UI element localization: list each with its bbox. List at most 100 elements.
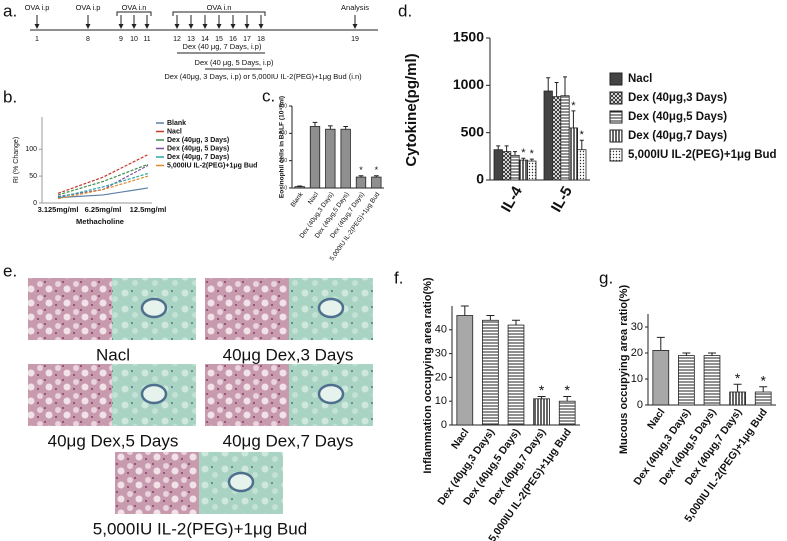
bar [568,127,579,181]
bar [510,154,520,181]
bar [294,186,305,189]
airway [227,471,255,493]
arrow-head [174,24,180,29]
error-bar [343,126,349,130]
legend-label: Dex (40μg,7 Days) [628,130,727,142]
x-tick-label: 3.125mg/ml [38,205,79,214]
x-tick-label: 6.25mg/ml [85,205,122,214]
micrograph-he [28,364,112,426]
bar [558,400,576,426]
bar [533,398,550,426]
legend-label: Dex (40μg, 5 Days) [167,145,229,152]
y-tick-label: 400 [279,131,288,137]
y-axis-label: Cytokine(pg/ml) [403,53,420,166]
day-label: 13 [187,36,195,43]
error-bar [486,315,495,321]
bar [560,95,570,181]
error-bar [733,383,742,392]
error-bar [358,175,364,178]
micrograph-caption: 5,000IU IL-2(PEG)+1μg Bud [93,519,307,538]
y-axis-label: Eosinophil cells in BALF (10⁴/ml) [279,96,286,198]
bar [309,126,321,189]
error-bar [571,110,576,128]
day-label: 17 [243,36,251,43]
y-tick-label: 40 [435,324,447,336]
legend-swatch [609,148,623,162]
bracket [172,11,266,16]
bar [325,128,336,189]
significance: * [375,165,379,175]
day-label: 1 [35,36,39,43]
y-tick-label: 30 [435,348,447,360]
bar [678,355,695,406]
micrograph-he [205,364,289,426]
bar [552,96,562,181]
treatment-label: Dex (40 μg, 7 Days, i.p) [183,42,262,51]
y-axis-label: RI (% Change) [13,137,20,183]
legend-label: Dex (40μg,5 Days) [628,111,727,123]
micrograph-caption: 40μg Dex,3 Days [223,345,354,364]
bar [507,324,525,426]
airway [317,383,345,405]
bracket [116,11,152,16]
legend-label: Dex (40μg, 7 Days) [167,154,229,161]
bar [482,319,499,426]
legend-swatch [609,72,623,86]
bar [543,90,553,181]
bar [371,176,382,189]
error-bar [708,352,716,356]
bar [754,391,772,406]
panel-label: a. [3,1,17,20]
bar [527,160,537,181]
series-line [57,187,149,199]
micrograph-he [115,452,199,514]
day-label: 11 [143,36,150,43]
bar [493,149,503,181]
event-label: OVA i.n [207,3,232,12]
micrograph-he [28,278,112,340]
series-line [57,172,149,199]
panel-label: g. [599,268,613,287]
bar [703,355,721,406]
significance: * [539,382,545,398]
panel-label: b. [3,87,17,106]
legend-swatch [609,110,623,124]
error-bar [496,145,501,150]
error-bar [512,319,520,326]
arrow-head [230,24,236,29]
day-label: 8 [86,36,90,43]
legend-label: Nacl [628,73,652,85]
y-tick-label: 50 [29,173,37,180]
significance: * [530,148,535,160]
legend-label: Dex (40μg,3 Days) [628,92,727,104]
error-bar [513,151,517,156]
series-line [57,163,149,196]
y-tick-label: 10 [435,395,447,407]
legend-label: Nacl [167,128,182,135]
arrow-head [131,24,137,29]
y-tick-label: 20 [631,347,643,359]
day-label: 15 [215,36,223,43]
x-tick-label: 12.5mg/ml [130,205,167,214]
event-label: OVA i.n [122,3,147,12]
y-tick-label: 100 [25,146,37,153]
legend-swatch [609,91,623,105]
bar [577,149,587,181]
y-axis-label: Inflammation occupying area ratio(%) [422,277,434,474]
bar [355,176,367,189]
significance: * [359,165,363,175]
day-label: 19 [351,36,359,43]
event-label: OVA i.p [76,3,101,12]
treatment-label: Dex (40μg, 3 Days, i.p) or 5,000IU IL-2(… [164,72,362,81]
panel-label: c. [262,86,275,105]
error-bar [537,395,546,399]
y-tick-label: 600 [279,103,288,109]
error-bar [373,175,379,178]
error-bar [529,158,534,162]
y-tick-label: 30 [631,321,643,333]
significance: * [735,370,741,386]
arrow-head [34,24,40,29]
y-tick-label: 200 [279,158,288,164]
arrow-head [216,24,222,29]
